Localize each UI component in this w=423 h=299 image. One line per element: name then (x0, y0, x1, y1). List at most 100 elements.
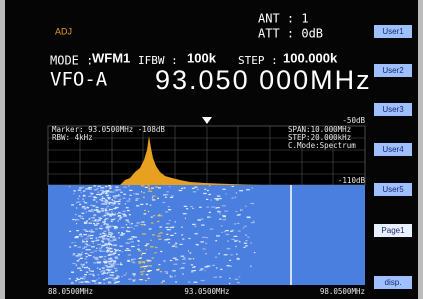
waterfall-speck (82, 248, 85, 249)
waterfall-speck (106, 207, 107, 208)
waterfall-speck (244, 226, 247, 227)
waterfall-speck (136, 222, 140, 223)
frequency: 93.050 000MHz (155, 65, 372, 95)
waterfall-speck (140, 271, 143, 272)
waterfall-speck (92, 274, 93, 275)
waterfall-speck (105, 202, 109, 203)
waterfall-speck (91, 193, 93, 194)
waterfall-speck (105, 219, 107, 220)
waterfall-speck (117, 275, 119, 276)
waterfall-speck (138, 250, 141, 251)
waterfall-speck (141, 254, 143, 255)
waterfall-speck (111, 204, 114, 205)
waterfall-speck (113, 262, 116, 263)
waterfall-speck (223, 189, 226, 190)
waterfall-speck (165, 211, 168, 212)
waterfall-speck (236, 254, 238, 255)
waterfall-speck (90, 238, 93, 239)
waterfall-speck (216, 199, 219, 200)
waterfall-speck (191, 271, 194, 272)
waterfall-speck (131, 227, 133, 228)
waterfall-speck (102, 233, 105, 234)
waterfall-speck (106, 227, 110, 228)
waterfall-speck (206, 207, 209, 208)
waterfall-speck (144, 210, 146, 211)
waterfall-speck (97, 268, 98, 269)
waterfall-speck (97, 244, 101, 245)
waterfall-speck (89, 249, 91, 250)
waterfall-speck (157, 215, 161, 216)
waterfall-speck (82, 216, 84, 217)
waterfall-speck (82, 240, 83, 241)
device-screen: ADJ ANT : 1 ATT : 0dB MODE : WFM1 IFBW :… (0, 0, 423, 299)
waterfall-speck (114, 218, 115, 219)
waterfall-speck (71, 282, 74, 283)
waterfall-speck (116, 190, 118, 191)
waterfall-speck (112, 274, 114, 275)
waterfall-speck (96, 207, 99, 208)
waterfall-speck (76, 202, 77, 203)
waterfall-speck (76, 230, 79, 231)
waterfall-speck (132, 273, 135, 274)
waterfall-speck (102, 242, 104, 243)
waterfall-speck (118, 254, 120, 255)
waterfall-speck (86, 244, 88, 245)
waterfall-speck (175, 281, 177, 282)
waterfall-speck (215, 257, 218, 258)
waterfall-speck (252, 187, 254, 188)
waterfall-speck (237, 259, 240, 260)
waterfall-speck (229, 283, 230, 284)
waterfall-speck (225, 193, 226, 194)
waterfall-speck (190, 206, 193, 207)
waterfall-speck (227, 248, 231, 249)
waterfall-speck (76, 255, 80, 256)
waterfall-speck (86, 211, 87, 212)
waterfall-speck (166, 234, 168, 235)
waterfall-speck (87, 236, 90, 237)
antenna: ANT : 1 (258, 12, 309, 26)
waterfall-speck (145, 245, 148, 246)
waterfall-speck (85, 238, 88, 239)
waterfall-speck (106, 278, 108, 279)
waterfall-speck (131, 259, 132, 260)
waterfall-speck (224, 231, 225, 232)
waterfall-speck (166, 273, 168, 274)
waterfall-speck (162, 202, 165, 203)
waterfall-speck (115, 213, 116, 214)
waterfall-speck (189, 238, 191, 239)
waterfall-speck (133, 228, 134, 229)
waterfall-speck (206, 199, 208, 200)
waterfall-speck (219, 276, 221, 277)
waterfall-speck (95, 228, 98, 229)
step-value: 100.000k (283, 50, 338, 65)
waterfall-speck (86, 272, 89, 273)
waterfall-speck (105, 244, 109, 245)
waterfall-speck (98, 192, 100, 193)
waterfall-speck (224, 211, 227, 212)
waterfall-speck (88, 255, 91, 256)
waterfall-speck (170, 197, 173, 198)
waterfall-speck (162, 281, 165, 282)
waterfall-speck (131, 246, 135, 247)
waterfall-speck (148, 265, 152, 266)
waterfall-speck (126, 272, 127, 273)
waterfall-speck (139, 263, 142, 264)
waterfall-speck (148, 260, 151, 261)
waterfall-speck (161, 215, 162, 216)
waterfall-speck (99, 248, 102, 249)
waterfall-speck (143, 197, 145, 198)
waterfall-speck (211, 207, 214, 208)
waterfall-speck (82, 278, 85, 279)
waterfall-speck (193, 258, 194, 259)
waterfall-speck (173, 264, 177, 265)
waterfall-speck (108, 198, 110, 199)
waterfall-speck (160, 232, 163, 233)
waterfall-speck (108, 282, 109, 283)
waterfall-speck (146, 249, 147, 250)
waterfall-speck (114, 283, 117, 284)
waterfall-speck (114, 196, 118, 197)
waterfall-speck (197, 244, 199, 245)
waterfall-speck (113, 279, 117, 280)
waterfall-speck (101, 193, 104, 194)
waterfall-speck (73, 190, 76, 191)
